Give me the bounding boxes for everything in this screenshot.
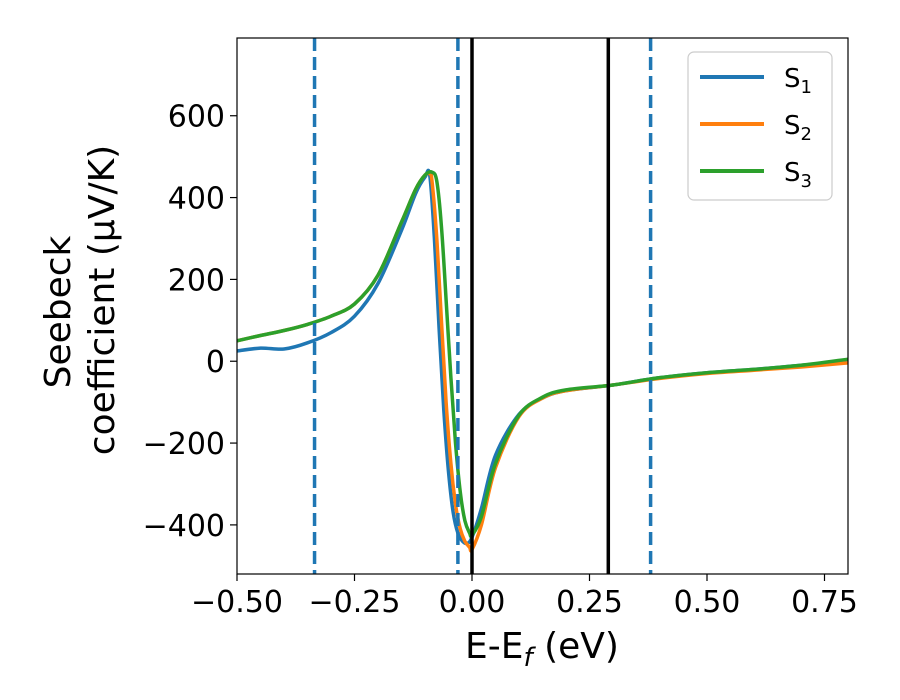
x-axis-title-main: E-E (465, 626, 523, 667)
y-tick-label: 200 (168, 263, 225, 298)
series-line-s1 (236, 168, 849, 546)
y-axis-title: Seebeck coefficient (μV/K) (38, 145, 123, 455)
y-axis-title-line2: coefficient (μV/K) (82, 145, 123, 455)
x-axis-title: E-Ef (eV) (465, 626, 619, 673)
x-tick-label: −0.50 (191, 585, 283, 620)
series-line-s3 (236, 170, 849, 539)
y-tick-label: 600 (168, 100, 225, 135)
series-line-s2 (236, 171, 849, 553)
legend: S1 S2 S3 (687, 51, 833, 201)
y-tick-label: −400 (143, 509, 225, 544)
x-tick-label: 0.00 (439, 585, 506, 620)
data-lines (236, 168, 849, 553)
x-axis-title-tail: (eV) (533, 626, 619, 667)
x-tick-label: −0.25 (309, 585, 401, 620)
y-axis-ticks: −400 −200 0 200 400 600 (143, 100, 237, 544)
y-axis-title-line1: Seebeck (38, 235, 79, 388)
vertical-reference-lines (312, 38, 653, 574)
y-tick-label: 0 (206, 345, 225, 380)
legend-label-s1: S1 (784, 64, 812, 98)
y-tick-label: 400 (168, 182, 225, 217)
legend-label-s3: S3 (784, 158, 812, 192)
x-tick-label: 0.75 (791, 585, 858, 620)
x-tick-label: 0.50 (674, 585, 741, 620)
legend-label-s2: S2 (784, 111, 812, 145)
x-axis-ticks: −0.50 −0.25 0.00 0.25 0.50 0.75 (191, 574, 858, 620)
x-tick-label: 0.25 (556, 585, 623, 620)
y-tick-label: −200 (143, 427, 225, 462)
plot-frame (236, 37, 849, 575)
